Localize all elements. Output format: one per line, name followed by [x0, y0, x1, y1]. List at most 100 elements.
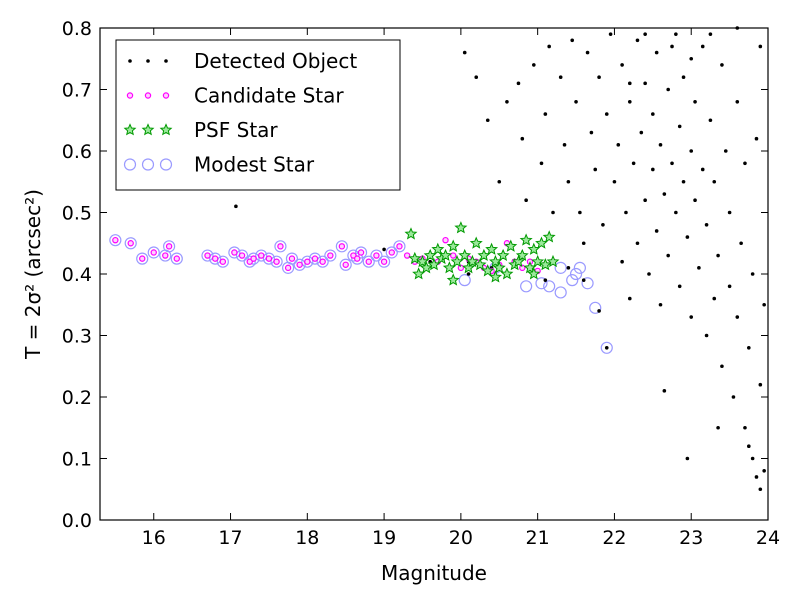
x-tick-label: 21	[526, 527, 550, 549]
psf-star-point	[454, 221, 468, 234]
y-tick-label: 0.2	[62, 387, 92, 409]
detected-object-point	[739, 241, 743, 246]
detected-object-point	[604, 346, 609, 350]
legend-marker-detected-object	[164, 59, 168, 63]
modest-star-point	[274, 240, 287, 253]
candidate-star-point	[273, 258, 280, 265]
candidate-star-point	[284, 264, 292, 272]
modest-star-point	[247, 252, 260, 265]
psf-star-point	[504, 239, 518, 252]
x-tick-label: 16	[142, 527, 166, 549]
detected-object-point	[704, 333, 709, 338]
detected-object-point	[597, 309, 601, 313]
psf-star-point	[473, 257, 487, 271]
candidate-star-point	[304, 258, 311, 265]
detected-object-point	[608, 32, 613, 36]
modest-star-point	[324, 249, 337, 262]
y-tick-label: 0.7	[62, 80, 92, 102]
psf-star-point	[515, 248, 529, 262]
detected-object-point	[666, 253, 670, 258]
x-axis-label: Magnitude	[381, 561, 487, 585]
detected-object-point	[658, 143, 663, 147]
y-tick-label: 0.5	[62, 203, 92, 225]
legend-marker-psf-star	[159, 123, 173, 136]
modest-star-point	[228, 246, 241, 259]
modest-star-point	[216, 255, 229, 268]
detected-object-point	[585, 50, 590, 55]
detected-object-point	[578, 210, 582, 215]
detected-object-point	[658, 302, 663, 307]
detected-object-point	[723, 149, 728, 153]
modest-star-point	[255, 249, 268, 262]
detected-object-point	[474, 75, 479, 79]
legend-marker-detected-object	[128, 59, 132, 63]
detected-object-point	[712, 179, 717, 184]
psf-star-point	[500, 267, 514, 280]
modest-star-point	[301, 255, 314, 268]
legend-label-detected-object: Detected Object	[194, 49, 357, 73]
modest-star-point	[458, 274, 471, 287]
modest-star-point	[581, 277, 594, 290]
candidate-star-point	[150, 249, 157, 256]
psf-star-point	[511, 254, 525, 268]
detected-object-point	[601, 223, 605, 227]
y-tick-label: 0.3	[62, 326, 92, 348]
modest-star-point	[136, 252, 149, 265]
detected-object-point	[627, 296, 632, 301]
detected-object-point	[539, 161, 544, 166]
detected-object-point	[674, 32, 678, 36]
candidate-star-point	[277, 243, 284, 250]
detected-object-point	[558, 75, 563, 79]
detected-object-point	[566, 266, 571, 270]
modest-star-point	[573, 261, 586, 274]
legend-marker-detected-object	[146, 59, 150, 63]
psf-star-point	[488, 270, 502, 283]
detected-object-point	[604, 112, 609, 116]
psf-star-point	[527, 242, 541, 255]
detected-object-point	[735, 100, 740, 104]
modest-star-point	[170, 252, 183, 265]
legend-marker-modest-star	[159, 158, 173, 171]
psf-star-point	[442, 261, 456, 274]
candidate-star-point	[296, 261, 303, 268]
candidate-star-point	[112, 236, 119, 244]
candidate-star-point	[442, 236, 449, 244]
candidate-star-point	[211, 255, 219, 262]
detected-object-point	[651, 167, 655, 172]
detected-object-point	[685, 235, 690, 239]
detected-object-point	[697, 266, 701, 270]
modest-star-point	[270, 255, 283, 268]
psf-star-point	[439, 248, 452, 262]
candidate-star-point	[327, 252, 334, 259]
detected-object-point	[700, 167, 705, 172]
modest-star-point	[543, 280, 556, 293]
detected-object-point	[620, 259, 624, 264]
modest-star-point	[209, 252, 222, 265]
candidate-star-point	[319, 258, 326, 265]
psf-star-point	[481, 264, 495, 277]
detected-object-point	[543, 112, 548, 116]
psf-star-point	[542, 230, 556, 243]
detected-object-point	[708, 118, 713, 123]
psf-star-point	[462, 261, 476, 274]
candidate-star-point	[127, 240, 134, 247]
detected-object-point	[747, 444, 751, 449]
detected-object-point	[639, 130, 644, 135]
candidate-star-point	[258, 252, 265, 259]
detected-object-point	[581, 278, 586, 282]
psf-star-point	[546, 254, 560, 268]
detected-object-point	[597, 75, 601, 79]
modest-star-point	[285, 252, 299, 265]
psf-star-point	[477, 248, 491, 262]
detected-object-point	[516, 81, 521, 86]
modest-star-point	[243, 255, 256, 268]
detected-object-point	[643, 32, 647, 36]
modest-star-point	[339, 258, 352, 271]
detected-object-point	[720, 364, 724, 369]
detected-object-point	[716, 425, 720, 430]
modest-star-point	[569, 267, 583, 281]
detected-object-point	[670, 161, 674, 166]
psf-star-point	[446, 273, 460, 286]
y-tick-label: 0.6	[62, 141, 92, 163]
